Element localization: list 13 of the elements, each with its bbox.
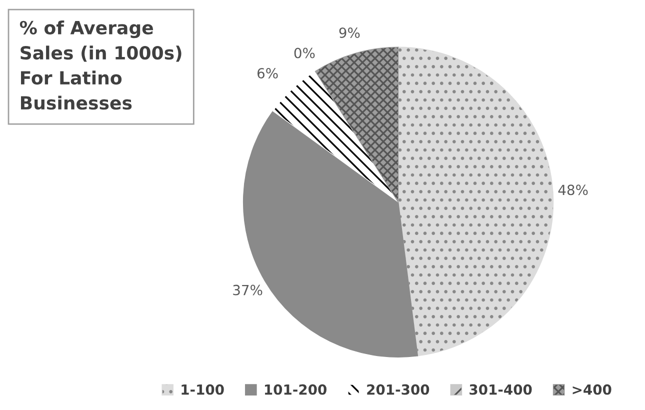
text: % of Average Sales (in 1000s) For Latino Businesses <box>20 20 182 110</box>
legend-label: 301-400 <box>470 384 532 395</box>
data-label: 6% <box>258 68 278 78</box>
pie-slice <box>398 46 554 356</box>
data-label: 9% <box>339 27 360 38</box>
legend-label: 1-100 <box>182 384 224 395</box>
pie-slice <box>314 46 399 202</box>
legend-label: 201-300 <box>367 384 430 395</box>
data-label: 37% <box>233 284 262 296</box>
text: 0% <box>294 48 315 58</box>
data-label: 48% <box>558 184 588 196</box>
legend-label: 101-200 <box>264 384 326 395</box>
legend-label: >400 <box>572 384 612 395</box>
